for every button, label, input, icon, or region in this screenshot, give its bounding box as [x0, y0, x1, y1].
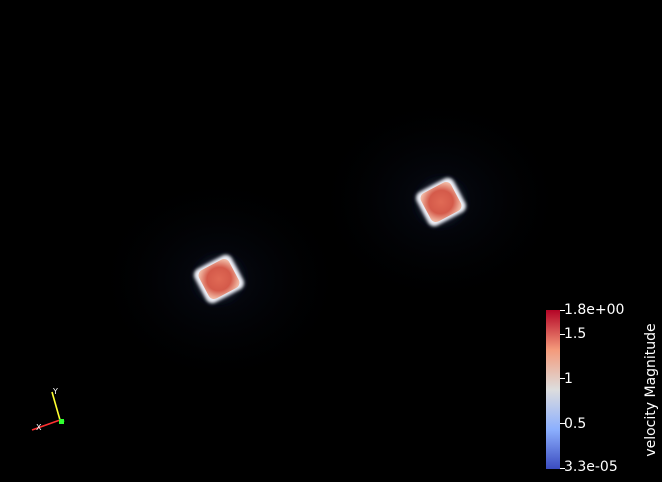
tick-mark-1: [560, 378, 565, 379]
tick-label-min: 3.3e-05: [564, 459, 618, 475]
tick-mark-max: [560, 310, 565, 311]
x-axis-label: X: [36, 423, 42, 432]
tick-label-max: 1.8e+00: [564, 302, 625, 318]
color-bar: [546, 310, 560, 469]
scalar-bar-title-text: velocity Magnitude: [643, 323, 659, 457]
velocity-blob-upper-right: [310, 90, 570, 310]
velocity-blob-lower-left: [90, 170, 350, 390]
scalar-bar-title: velocity Magnitude: [640, 310, 662, 470]
orientation-axes: Y X Z: [26, 384, 76, 440]
y-axis-label: Y: [53, 387, 58, 396]
y-axis-line: [51, 391, 61, 421]
tick-mark-0-5: [560, 423, 565, 424]
tick-label-1-5: 1.5: [564, 326, 587, 342]
tick-label-0-5: 0.5: [564, 416, 587, 432]
scalar-bar-legend[interactable]: 1.8e+00 1.5 1 0.5 3.3e-05 velocity Magni…: [546, 302, 662, 475]
x-axis-line: [31, 419, 61, 431]
tick-mark-1-5: [560, 334, 565, 335]
z-axis-tip: [59, 419, 64, 424]
tick-label-1: 1: [564, 371, 573, 387]
tick-mark-min: [560, 468, 565, 469]
